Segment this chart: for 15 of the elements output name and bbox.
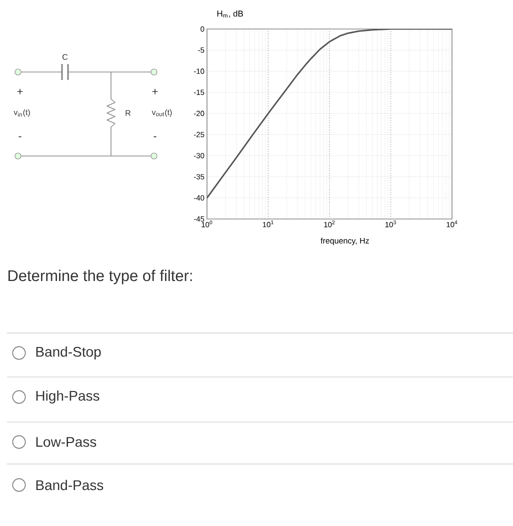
text: v$_{in}$(t) xyxy=(14,109,30,117)
text: Determine the type of filter: xyxy=(8,270,192,284)
text: - xyxy=(154,136,156,138)
text: - xyxy=(18,136,22,138)
text: R xyxy=(126,110,131,116)
text: High-Pass xyxy=(36,390,100,404)
text: + xyxy=(17,88,23,94)
text: C xyxy=(62,54,68,60)
text: Band-Stop xyxy=(36,346,101,360)
text: v$_{out}$(t) xyxy=(152,109,172,117)
text: Band-Pass xyxy=(36,480,104,490)
x-axis-title: frequency, Hz xyxy=(320,238,369,246)
text: + xyxy=(152,88,158,94)
y-axis-title: H$_{m}$, dB xyxy=(217,10,243,18)
text: Low-Pass xyxy=(36,437,96,447)
